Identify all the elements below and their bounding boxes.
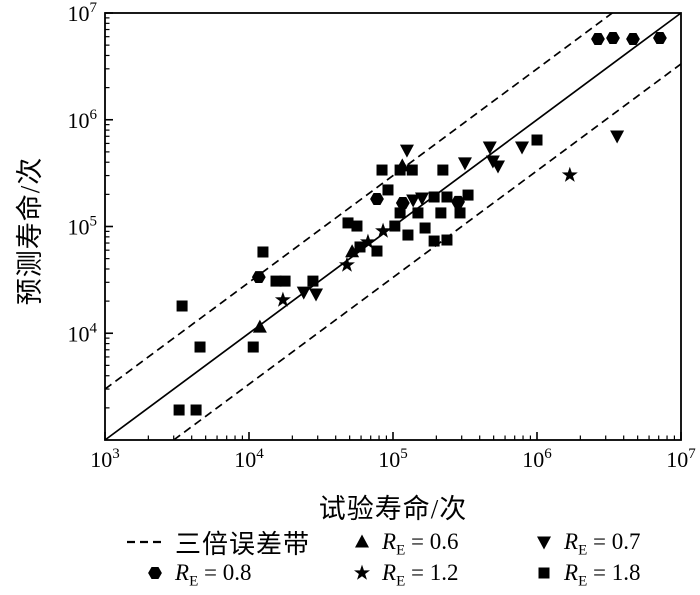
legend-item-re-1-2: RE = 1.2 (351, 559, 459, 590)
star-icon (351, 562, 373, 584)
legend-label-re-1-2: RE = 1.2 (382, 560, 459, 590)
tick-label: 104 (234, 446, 264, 472)
hexagon-icon (144, 562, 166, 584)
legend-label-error-band: 三倍误差带 (175, 529, 311, 559)
x-axis-title: 试验寿命/次 (318, 494, 468, 524)
legend-label-re-0-7: RE = 0.7 (564, 529, 641, 559)
tick-label: 103 (90, 446, 120, 472)
tick-label: 107 (666, 446, 696, 472)
legend-label-re-1-8: RE = 1.8 (564, 560, 641, 590)
scatter-plot: 103 104 105 106 107 104 105 106 107 (68, 0, 697, 472)
tick-label: 107 (68, 0, 98, 26)
triangle-down-icon (533, 531, 555, 553)
dashed-line-sample (126, 531, 166, 553)
tick-label: 106 (522, 446, 552, 472)
square-icon (533, 562, 555, 584)
legend-item-re-0-7: RE = 0.7 (533, 528, 641, 559)
triangle-up-icon (351, 531, 373, 553)
legend-label-re-0-8: RE = 0.8 (175, 560, 252, 590)
tick-label: 105 (378, 446, 408, 472)
legend-item-re-0-6: RE = 0.6 (351, 528, 459, 559)
legend-label-re-0-6: RE = 0.6 (382, 529, 459, 559)
tick-label: 105 (68, 214, 98, 240)
tick-label: 104 (68, 320, 98, 346)
legend-item-error-band: 三倍误差带 (126, 528, 310, 559)
legend-item-re-0-8: RE = 0.8 (144, 559, 252, 590)
legend-item-re-1-8: RE = 1.8 (533, 559, 641, 590)
tick-label: 106 (68, 107, 98, 133)
y-axis-title: 预测寿命/次 (15, 156, 45, 306)
